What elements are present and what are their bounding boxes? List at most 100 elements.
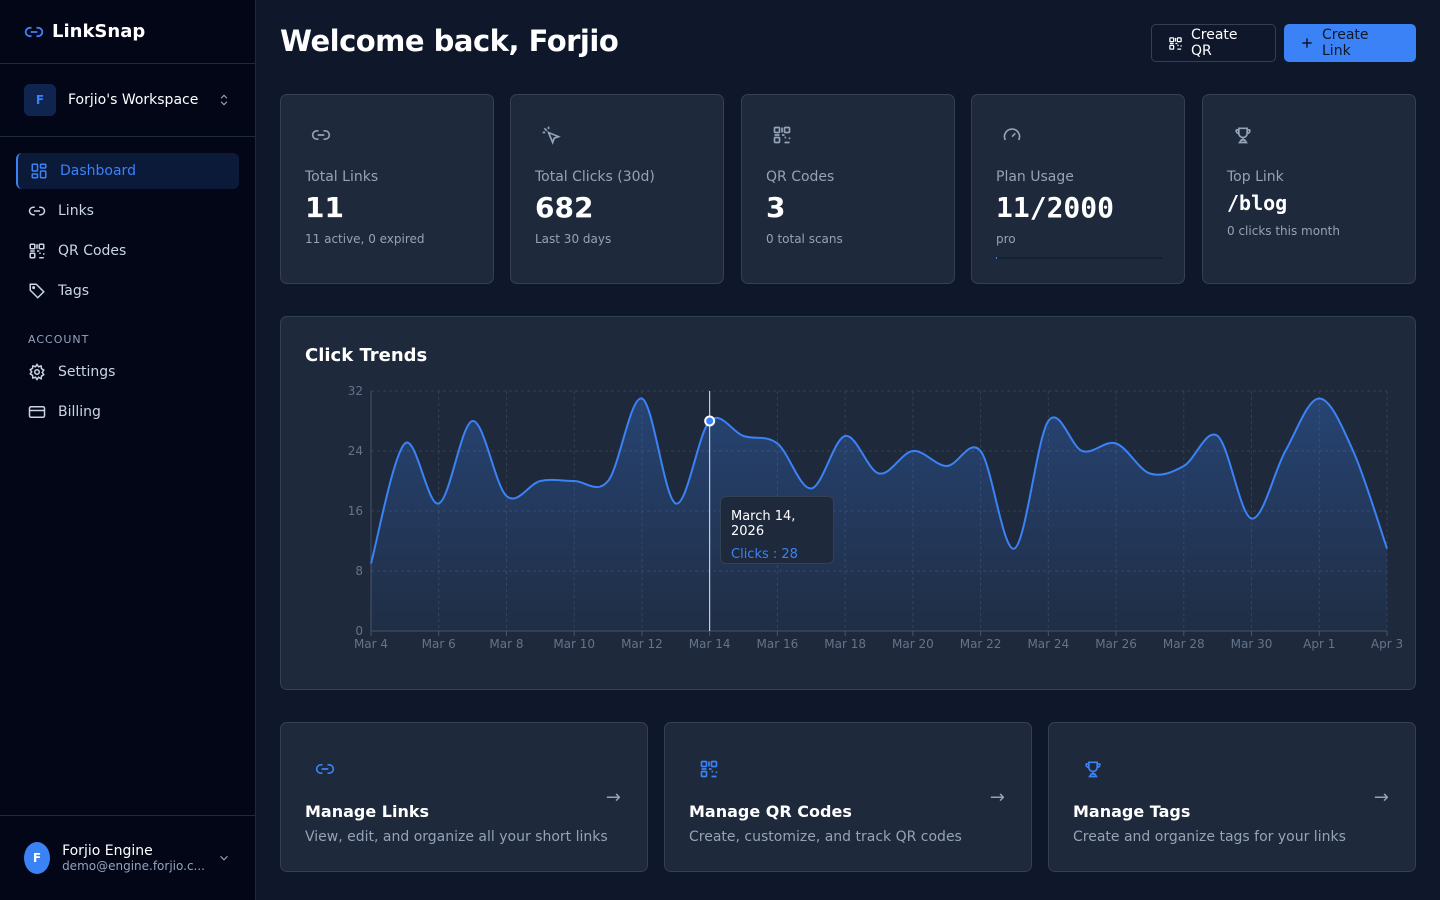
sidebar-item-label: QR Codes — [58, 243, 127, 259]
brand[interactable]: LinkSnap — [0, 0, 255, 64]
arrow-right-icon: → — [605, 787, 621, 808]
chevrons-up-down-icon — [217, 93, 231, 107]
account-section-label: ACCOUNT — [28, 333, 90, 346]
x-tick-label: Mar 10 — [553, 637, 595, 651]
qr-icon — [28, 242, 46, 260]
stat-value[interactable]: /blog — [1227, 191, 1288, 215]
manage-tags-card[interactable]: Manage Tags Create and organize tags for… — [1048, 722, 1416, 872]
stat-value: 3 — [766, 191, 786, 224]
tag-icon — [28, 282, 46, 300]
stat-sub: 0 total scans — [766, 232, 843, 246]
sidebar-item-label: Dashboard — [60, 163, 136, 179]
x-tick-label: Mar 14 — [689, 637, 731, 651]
y-tick-label: 32 — [348, 384, 363, 398]
arrow-right-icon: → — [989, 787, 1005, 808]
card-desc: Create, customize, and track QR codes — [689, 829, 962, 845]
brand-name: LinkSnap — [52, 21, 146, 42]
sidebar-item-dashboard[interactable]: Dashboard — [16, 153, 239, 189]
qr-icon — [699, 759, 719, 779]
link-icon — [311, 125, 331, 145]
card-title: Manage Links — [305, 802, 430, 821]
area-fill — [371, 398, 1387, 631]
create-qr-button[interactable]: Create QR — [1151, 24, 1276, 62]
stat-label: Plan Usage — [996, 169, 1074, 185]
stat-label: Top Link — [1227, 169, 1284, 185]
x-tick-label: Mar 18 — [824, 637, 866, 651]
sidebar-item-billing[interactable]: Billing — [16, 394, 239, 430]
link-icon — [28, 202, 46, 220]
sidebar-item-links[interactable]: Links — [16, 193, 239, 229]
manage-links-card[interactable]: Manage Links View, edit, and organize al… — [280, 722, 648, 872]
workspace-switcher[interactable]: F Forjio's Workspace — [0, 64, 255, 137]
x-tick-label: Apr 1 — [1303, 637, 1335, 651]
sidebar-item-label: Tags — [58, 283, 89, 299]
card-title: Manage Tags — [1073, 802, 1191, 821]
click-trends-card: Click Trends 0 8 16 24 32 Mar 4 Mar 6 Mar 8 Mar … — [280, 316, 1416, 690]
stat-sub: Last 30 days — [535, 232, 612, 246]
arrow-right-icon: → — [1373, 787, 1389, 808]
click-trends-chart[interactable]: 0 8 16 24 32 Mar 4 Mar 6 Mar 8 Mar 10 Mar 12 Mar 1… — [281, 317, 1417, 691]
gauge-icon — [1002, 125, 1022, 145]
x-tick-label: Mar 20 — [892, 637, 934, 651]
series-line-clicks — [370, 397, 1388, 564]
stat-card-total-links: Total Links 11 11 active, 0 expired — [280, 94, 494, 284]
stat-card-plan-usage: Plan Usage 11/2000 pro — [971, 94, 1185, 284]
x-tick-label: Mar 12 — [621, 637, 663, 651]
manage-qr-codes-card[interactable]: Manage QR Codes Create, customize, and t… — [664, 722, 1032, 872]
stat-value: 682 — [535, 191, 594, 224]
plan-usage-progress — [996, 257, 1162, 259]
stat-value: 11/2000 — [996, 191, 1115, 224]
x-tick-label: Mar 28 — [1163, 637, 1205, 651]
sidebar-item-settings[interactable]: Settings — [16, 354, 239, 390]
sidebar-item-label: Settings — [58, 364, 116, 380]
card-icon — [28, 403, 46, 421]
workspace-avatar: F — [24, 84, 56, 116]
sidebar-item-tags[interactable]: Tags — [16, 273, 239, 309]
sidebar-item-label: Links — [58, 203, 94, 219]
avatar: F — [24, 842, 51, 874]
tooltip-value: Clicks : 28 — [731, 547, 798, 562]
link-icon — [24, 22, 44, 42]
stat-label: QR Codes — [766, 169, 835, 185]
tooltip-date: March 14, 2026 — [731, 509, 796, 539]
cursor-click-icon — [541, 125, 561, 145]
x-tick-label: Mar 16 — [757, 637, 799, 651]
x-tick-label: Mar 26 — [1095, 637, 1137, 651]
trophy-icon — [1083, 759, 1103, 779]
create-link-button[interactable]: Create Link — [1284, 24, 1416, 62]
y-tick-label: 8 — [355, 564, 363, 578]
stat-sub: pro — [996, 232, 1016, 246]
y-tick-label: 0 — [355, 624, 363, 638]
chart-title: Click Trends — [305, 345, 428, 366]
create-link-label: Create Link — [1322, 27, 1369, 59]
page-title: Welcome back, Forjio — [280, 24, 619, 58]
stat-card-top-link: Top Link /blog 0 clicks this month — [1202, 94, 1416, 284]
x-tick-label: Mar 4 — [354, 637, 388, 651]
x-tick-label: Mar 30 — [1231, 637, 1273, 651]
user-name: Forjio Engine — [62, 843, 153, 859]
card-desc: Create and organize tags for your links — [1073, 829, 1346, 845]
qr-icon — [1168, 36, 1183, 51]
stat-card-qr-codes: QR Codes 3 0 total scans — [741, 94, 955, 284]
stat-value: 11 — [305, 191, 344, 224]
data-point — [704, 415, 716, 427]
trophy-icon — [1233, 125, 1253, 145]
gear-icon — [28, 363, 46, 381]
chart-tooltip: March 14, 2026 Clicks : 28 — [720, 496, 834, 564]
sidebar-item-qr-codes[interactable]: QR Codes — [16, 233, 239, 269]
stat-sub: 11 active, 0 expired — [305, 232, 425, 246]
chevron-down-icon — [217, 851, 231, 865]
dashboard-icon — [30, 162, 48, 180]
create-qr-label: Create QR — [1191, 27, 1238, 59]
qr-icon — [772, 125, 792, 145]
stat-card-total-clicks: Total Clicks (30d) 682 Last 30 days — [510, 94, 724, 284]
x-tick-label: Mar 6 — [422, 637, 456, 651]
plus-icon — [1300, 36, 1314, 50]
y-tick-label: 16 — [348, 504, 363, 518]
user-menu[interactable]: F Forjio Engine demo@engine.forjio.c... — [0, 815, 255, 900]
card-desc: View, edit, and organize all your short … — [305, 829, 608, 845]
sidebar: LinkSnap F Forjio's Workspace Dashboard … — [0, 0, 256, 900]
stat-label: Total Links — [305, 169, 379, 185]
card-title: Manage QR Codes — [689, 802, 852, 821]
stat-sub: 0 clicks this month — [1227, 224, 1340, 238]
